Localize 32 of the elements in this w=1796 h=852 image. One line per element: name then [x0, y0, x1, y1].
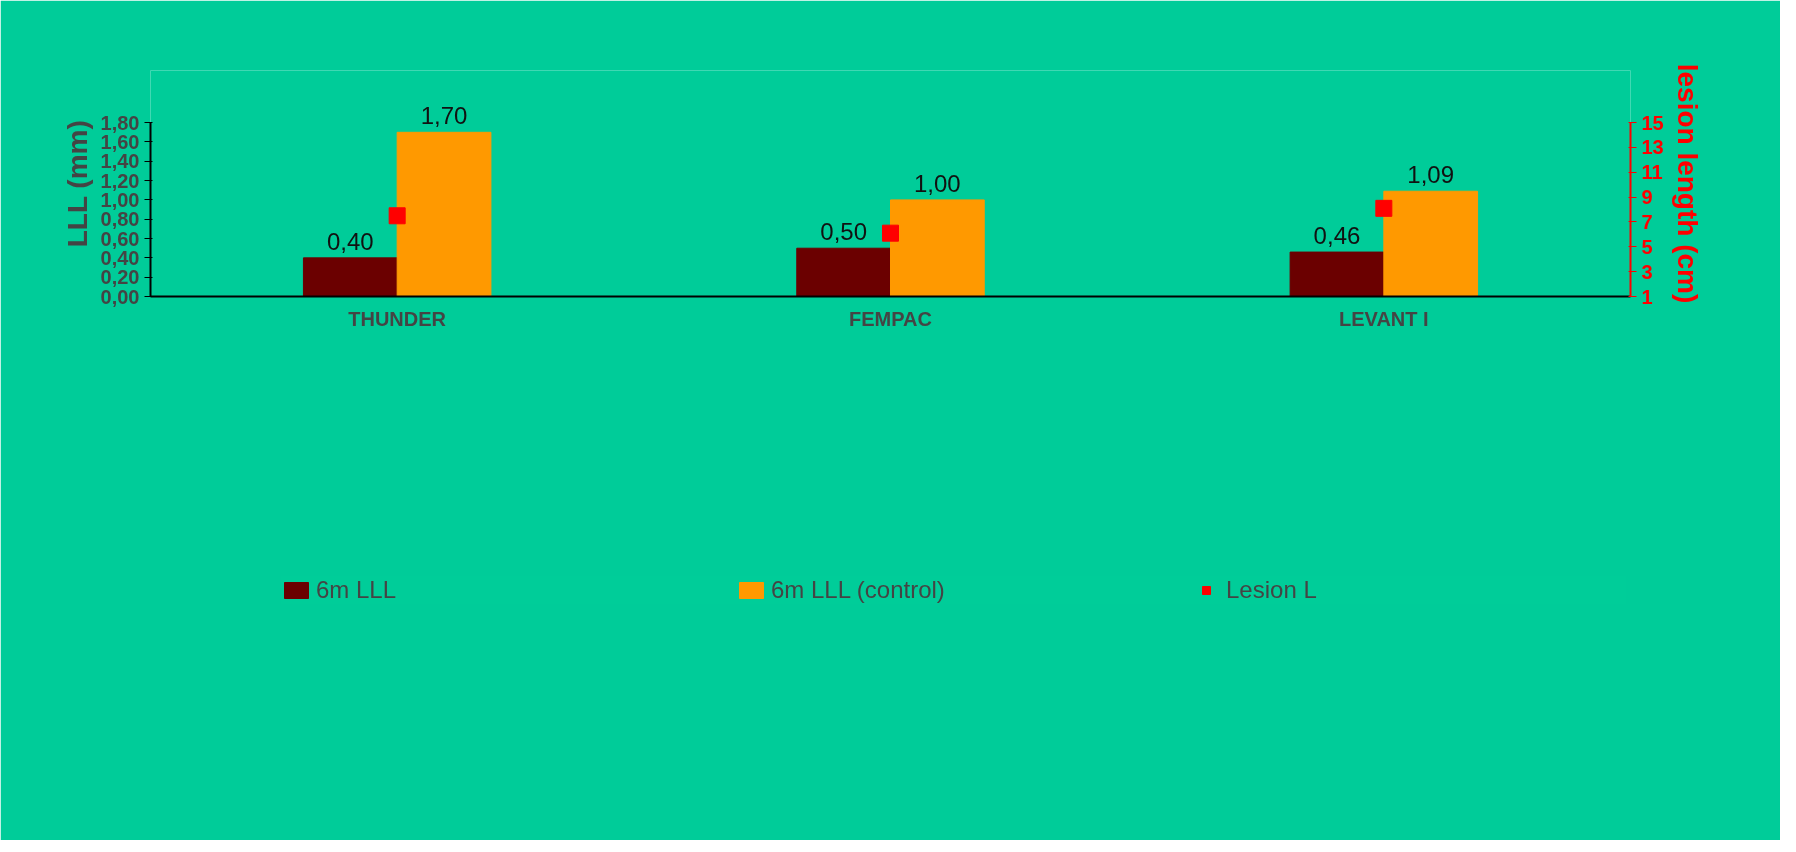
y2-tick-label: 11: [1641, 161, 1663, 184]
legend-label: Lesion L: [1226, 576, 1318, 604]
y2-tick-label: 7: [1641, 210, 1653, 233]
y2-tick-label: 13: [1641, 136, 1664, 159]
data-label: 0,50: [820, 218, 867, 246]
data-label: 1,09: [1407, 161, 1455, 189]
bar: [1383, 190, 1479, 297]
point: [1375, 199, 1393, 217]
y-tick-label: 1,80: [100, 111, 140, 134]
data-label: 1,70: [420, 102, 468, 130]
x-tick-label: FEMPAC: [849, 307, 932, 330]
legend-label: 6m LLL: [316, 576, 398, 604]
data-label: 0,40: [326, 227, 374, 255]
y2-axis-title: lesion length (cm): [1671, 63, 1703, 304]
bar: [396, 131, 492, 297]
y2-tick-label: 15: [1641, 111, 1664, 134]
bar: [1289, 251, 1385, 297]
x-tick-label: LEVANT I: [1339, 307, 1429, 330]
data-label: 1,00: [914, 169, 961, 197]
y2-tick-label: 3: [1641, 260, 1653, 283]
x-tick-label: THUNDER: [348, 307, 447, 330]
y-axis-title: LLL (mm): [61, 120, 93, 248]
data-label: 0,46: [1313, 222, 1361, 250]
y2-tick-label: 9: [1641, 186, 1653, 209]
bar: [890, 199, 985, 297]
y2-tick-label: 1: [1641, 285, 1653, 308]
legend-label: 6m LLL (control): [771, 576, 946, 604]
y2-tick-label: 5: [1641, 235, 1653, 258]
bar: [302, 257, 398, 297]
point: [882, 224, 899, 242]
point: [388, 207, 406, 225]
bar: [796, 247, 891, 297]
